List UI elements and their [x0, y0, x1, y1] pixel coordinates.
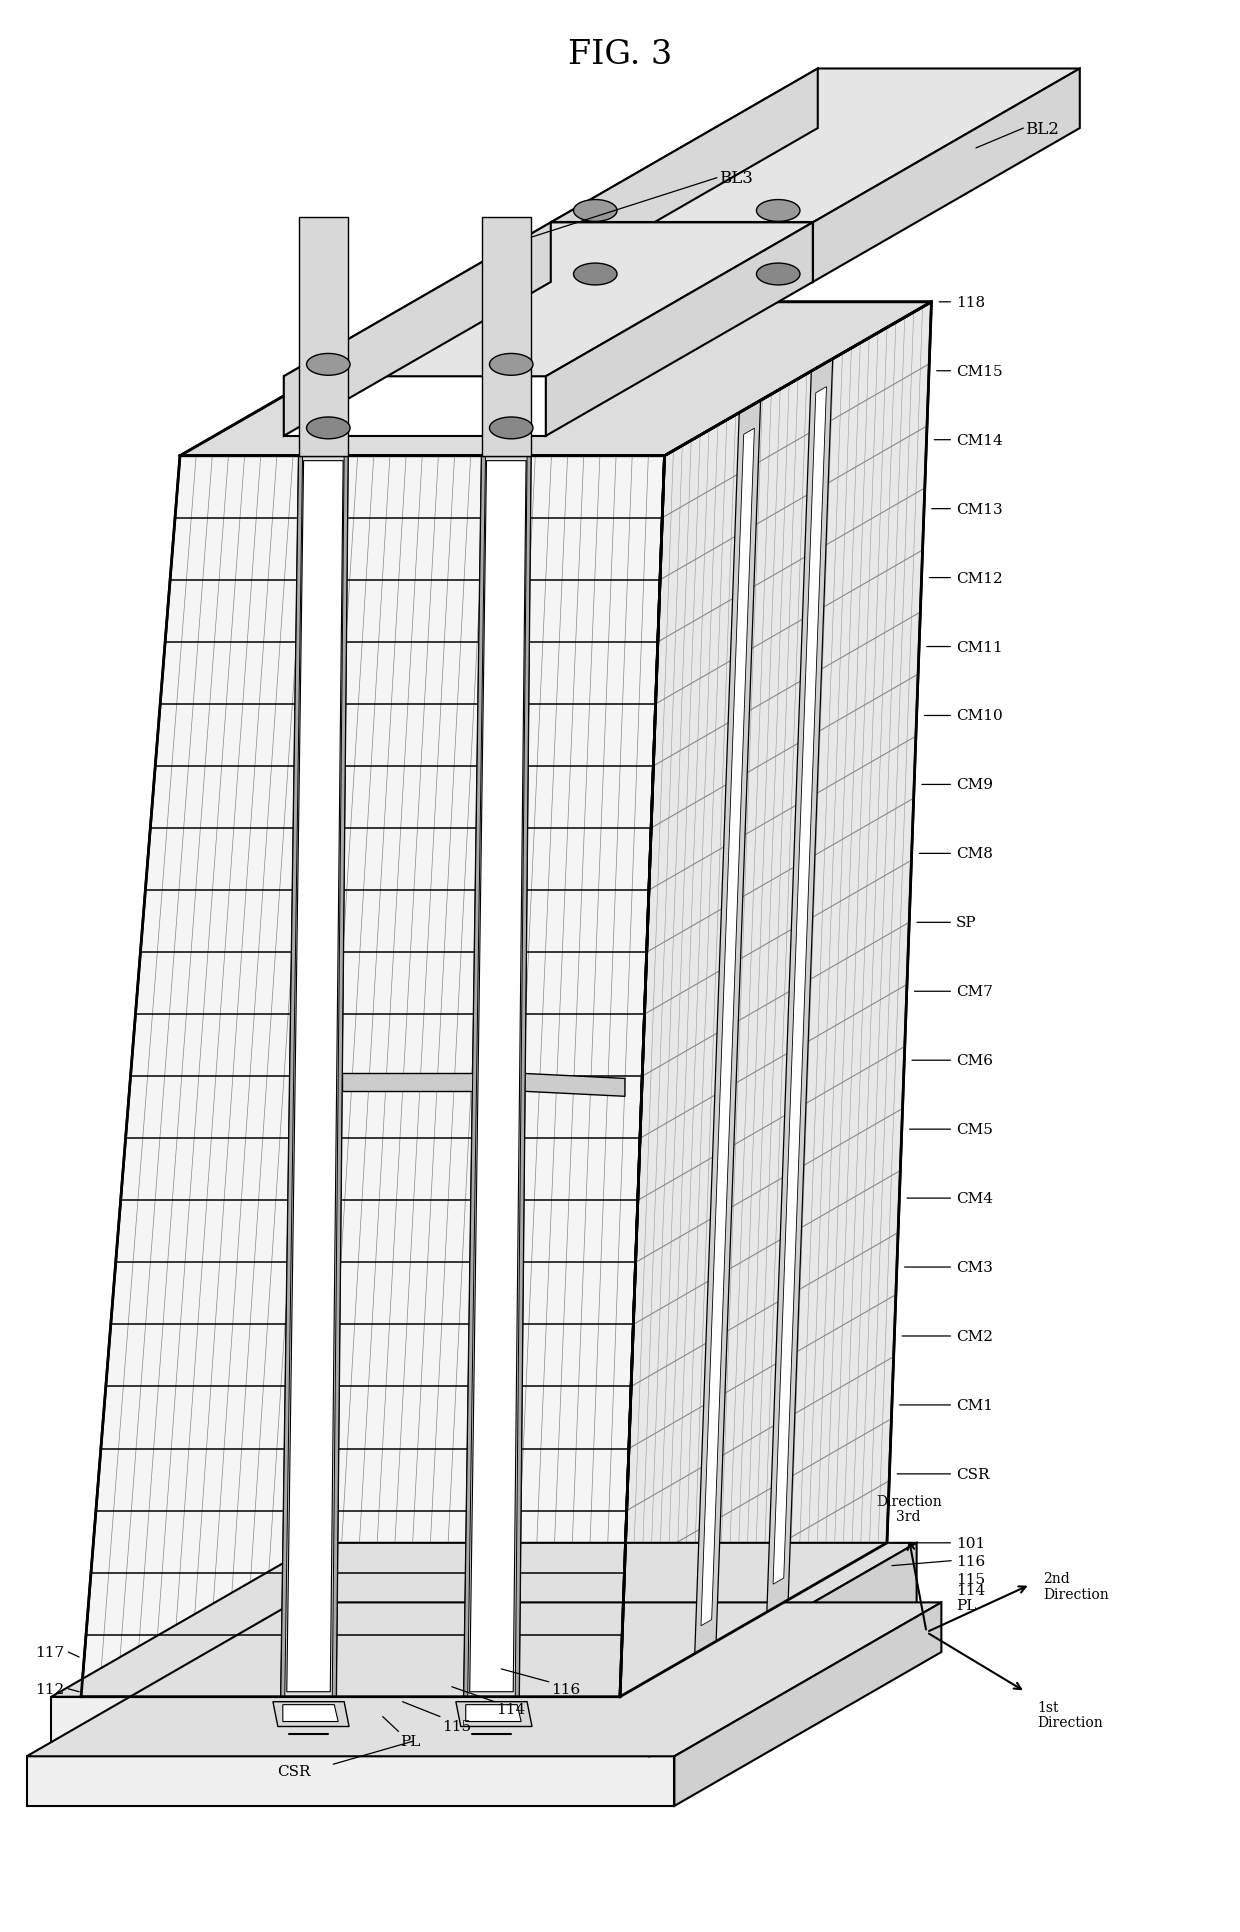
Ellipse shape — [756, 201, 800, 222]
Text: CM9: CM9 — [956, 779, 993, 792]
Text: 114: 114 — [956, 1584, 986, 1598]
Text: PL: PL — [401, 1735, 420, 1748]
Ellipse shape — [306, 417, 350, 440]
Polygon shape — [286, 462, 343, 1692]
Text: CM13: CM13 — [956, 502, 1003, 516]
Polygon shape — [773, 388, 827, 1584]
Text: CM12: CM12 — [956, 572, 1003, 585]
Text: 112: 112 — [35, 1683, 64, 1696]
Polygon shape — [27, 1602, 941, 1756]
Polygon shape — [51, 1544, 916, 1696]
Text: 1st: 1st — [1038, 1700, 1059, 1714]
Text: SP: SP — [956, 916, 977, 929]
Text: 116: 116 — [956, 1553, 986, 1569]
Text: CM6: CM6 — [956, 1053, 993, 1068]
Polygon shape — [551, 224, 812, 282]
Polygon shape — [332, 456, 348, 1696]
Text: CM11: CM11 — [956, 639, 1003, 655]
Polygon shape — [812, 70, 1080, 282]
Polygon shape — [464, 456, 486, 1696]
Polygon shape — [766, 359, 833, 1611]
Text: CM4: CM4 — [956, 1192, 993, 1206]
Polygon shape — [515, 456, 531, 1696]
Polygon shape — [546, 224, 812, 437]
Text: CSR: CSR — [277, 1764, 310, 1777]
Text: CM8: CM8 — [956, 846, 993, 862]
Ellipse shape — [574, 265, 618, 286]
Polygon shape — [525, 1074, 625, 1097]
Polygon shape — [51, 1696, 650, 1756]
Text: CM10: CM10 — [956, 709, 1003, 723]
Polygon shape — [342, 1074, 472, 1092]
Polygon shape — [551, 70, 817, 282]
Text: 116: 116 — [551, 1683, 580, 1696]
Text: 115: 115 — [441, 1719, 471, 1733]
Text: PL: PL — [956, 1598, 977, 1613]
Text: CM1: CM1 — [956, 1399, 993, 1412]
Ellipse shape — [574, 201, 618, 222]
Text: 117: 117 — [35, 1646, 64, 1660]
Polygon shape — [283, 1704, 339, 1721]
Text: BL3: BL3 — [719, 170, 753, 187]
Text: CSR: CSR — [956, 1466, 990, 1482]
Text: 114: 114 — [496, 1702, 526, 1716]
Text: FIG. 3: FIG. 3 — [568, 39, 672, 71]
Text: CM3: CM3 — [956, 1260, 993, 1275]
Polygon shape — [675, 1602, 941, 1806]
Text: 115: 115 — [956, 1573, 986, 1586]
Text: CM14: CM14 — [956, 433, 1003, 448]
Text: Direction: Direction — [875, 1493, 941, 1509]
Text: CM2: CM2 — [956, 1329, 993, 1343]
Text: 2nd: 2nd — [1043, 1571, 1070, 1584]
Polygon shape — [466, 1704, 521, 1721]
Polygon shape — [701, 429, 754, 1627]
Polygon shape — [280, 456, 348, 1696]
Text: Direction: Direction — [1043, 1588, 1109, 1602]
Text: BL2: BL2 — [1025, 120, 1059, 137]
Polygon shape — [27, 1756, 675, 1806]
Polygon shape — [81, 456, 665, 1696]
Polygon shape — [481, 218, 531, 456]
Text: 101: 101 — [956, 1536, 986, 1549]
Polygon shape — [470, 462, 526, 1692]
Text: CM7: CM7 — [956, 985, 993, 999]
Polygon shape — [180, 303, 931, 456]
Polygon shape — [456, 1702, 532, 1727]
Polygon shape — [299, 218, 348, 456]
Ellipse shape — [490, 354, 533, 377]
Polygon shape — [273, 1702, 350, 1727]
Polygon shape — [620, 303, 931, 1696]
Polygon shape — [551, 70, 1080, 224]
Text: 3rd: 3rd — [897, 1509, 921, 1522]
Text: CM15: CM15 — [956, 365, 1003, 379]
Text: CM5: CM5 — [956, 1122, 993, 1136]
Polygon shape — [280, 456, 303, 1696]
Text: Direction: Direction — [1038, 1714, 1104, 1729]
Text: 118: 118 — [956, 296, 986, 309]
Polygon shape — [284, 224, 812, 377]
Polygon shape — [551, 224, 812, 282]
Ellipse shape — [490, 417, 533, 440]
Polygon shape — [284, 224, 551, 437]
Polygon shape — [464, 456, 531, 1696]
Ellipse shape — [756, 265, 800, 286]
Polygon shape — [284, 377, 546, 437]
Ellipse shape — [306, 354, 350, 377]
Polygon shape — [694, 402, 760, 1654]
Polygon shape — [650, 1544, 916, 1756]
